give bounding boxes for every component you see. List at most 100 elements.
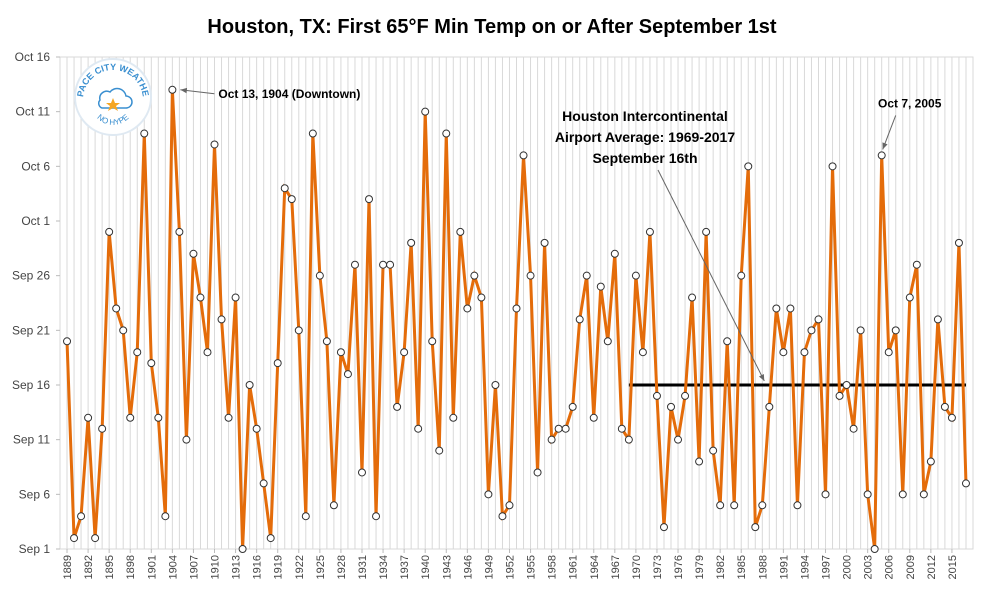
- y-tick-label: Oct 1: [21, 214, 50, 228]
- data-point: [308, 129, 317, 138]
- x-tick-label: 1949: [483, 555, 495, 579]
- data-point: [828, 162, 837, 171]
- data-point: [674, 435, 683, 444]
- data-point: [891, 326, 900, 335]
- data-point: [484, 490, 493, 499]
- data-point: [245, 381, 254, 389]
- y-tick-label: Sep 16: [12, 378, 50, 392]
- data-point: [161, 512, 170, 521]
- data-point: [91, 534, 100, 543]
- x-tick-label: 1976: [673, 555, 685, 579]
- data-point: [512, 304, 521, 313]
- y-tick-label: Sep 26: [12, 269, 50, 283]
- data-point: [463, 304, 472, 313]
- data-point: [659, 523, 668, 532]
- data-point: [638, 348, 647, 357]
- data-point: [259, 479, 268, 488]
- data-point: [589, 413, 598, 422]
- data-point: [336, 348, 345, 357]
- x-tick-label: 1904: [167, 555, 179, 579]
- y-tick-label: Oct 16: [15, 50, 51, 64]
- data-point: [175, 227, 184, 236]
- x-tick-label: 1895: [104, 555, 116, 579]
- x-tick-label: 1952: [504, 555, 516, 579]
- data-point: [379, 260, 388, 269]
- data-point: [765, 402, 774, 411]
- data-point: [273, 359, 282, 368]
- data-point: [393, 402, 402, 411]
- data-point: [168, 85, 177, 94]
- x-tick-label: 2003: [863, 555, 875, 579]
- data-point: [280, 184, 289, 193]
- x-tick-label: 1913: [231, 555, 243, 579]
- annotation: Oct 13, 1904 (Downtown): [218, 87, 360, 101]
- x-tick-label: 1955: [526, 555, 538, 579]
- data-point: [961, 479, 970, 488]
- data-point: [98, 424, 107, 433]
- data-point: [919, 490, 928, 499]
- y-tick-label: Sep 1: [19, 542, 51, 556]
- data-point: [954, 238, 963, 247]
- data-point: [681, 391, 690, 400]
- data-point: [800, 348, 809, 357]
- data-point: [877, 151, 886, 160]
- logo-cloud: [98, 87, 133, 109]
- data-point: [112, 304, 121, 313]
- data-point: [884, 348, 893, 357]
- data-point: [940, 402, 949, 411]
- data-point: [77, 512, 86, 521]
- data-point: [449, 413, 458, 422]
- data-point: [477, 293, 486, 302]
- data-point: [435, 446, 444, 455]
- data-point: [322, 337, 331, 346]
- data-point: [561, 424, 570, 433]
- data-point: [224, 413, 233, 422]
- data-point: [645, 227, 654, 236]
- data-point: [252, 424, 261, 433]
- data-point: [856, 326, 865, 335]
- data-point: [498, 512, 507, 521]
- x-tick-label: 1946: [462, 555, 474, 579]
- data-point: [84, 413, 93, 422]
- data-point: [554, 424, 563, 433]
- data-point: [231, 293, 240, 302]
- data-point: [793, 501, 802, 510]
- data-point: [365, 195, 374, 204]
- x-tick-label: 1985: [736, 555, 748, 579]
- annotation-arrow-head: [180, 87, 188, 94]
- data-point: [533, 468, 542, 477]
- data-point: [350, 260, 359, 269]
- data-point: [737, 271, 746, 280]
- logo-bottom-text: NO HYPE: [95, 113, 130, 127]
- data-point: [526, 271, 535, 280]
- x-tick-label: 2012: [926, 555, 938, 579]
- data-point: [105, 227, 114, 236]
- x-tick-label: 1967: [610, 555, 622, 579]
- data-point: [540, 238, 549, 247]
- data-point: [196, 293, 205, 302]
- data-point: [933, 315, 942, 324]
- average-label: Airport Average: 1969-2017: [555, 129, 735, 145]
- data-point: [428, 337, 437, 346]
- data-point: [863, 490, 872, 499]
- data-point: [898, 490, 907, 499]
- data-point: [343, 370, 352, 379]
- data-point: [126, 413, 135, 422]
- data-point: [301, 512, 310, 521]
- data-point: [603, 337, 612, 346]
- data-point: [814, 315, 823, 324]
- data-point: [926, 457, 935, 466]
- x-tick-label: 1910: [210, 555, 222, 579]
- data-point: [315, 271, 324, 280]
- data-point: [870, 545, 879, 553]
- y-tick-label: Sep 6: [19, 487, 51, 501]
- data-point: [912, 260, 921, 269]
- data-point: [610, 249, 619, 258]
- data-point: [294, 326, 303, 335]
- x-tick-label: 1931: [357, 555, 369, 579]
- data-point: [329, 501, 338, 510]
- data-point: [217, 315, 226, 324]
- x-tick-label: 1916: [252, 555, 264, 579]
- average-label: September 16th: [592, 150, 697, 166]
